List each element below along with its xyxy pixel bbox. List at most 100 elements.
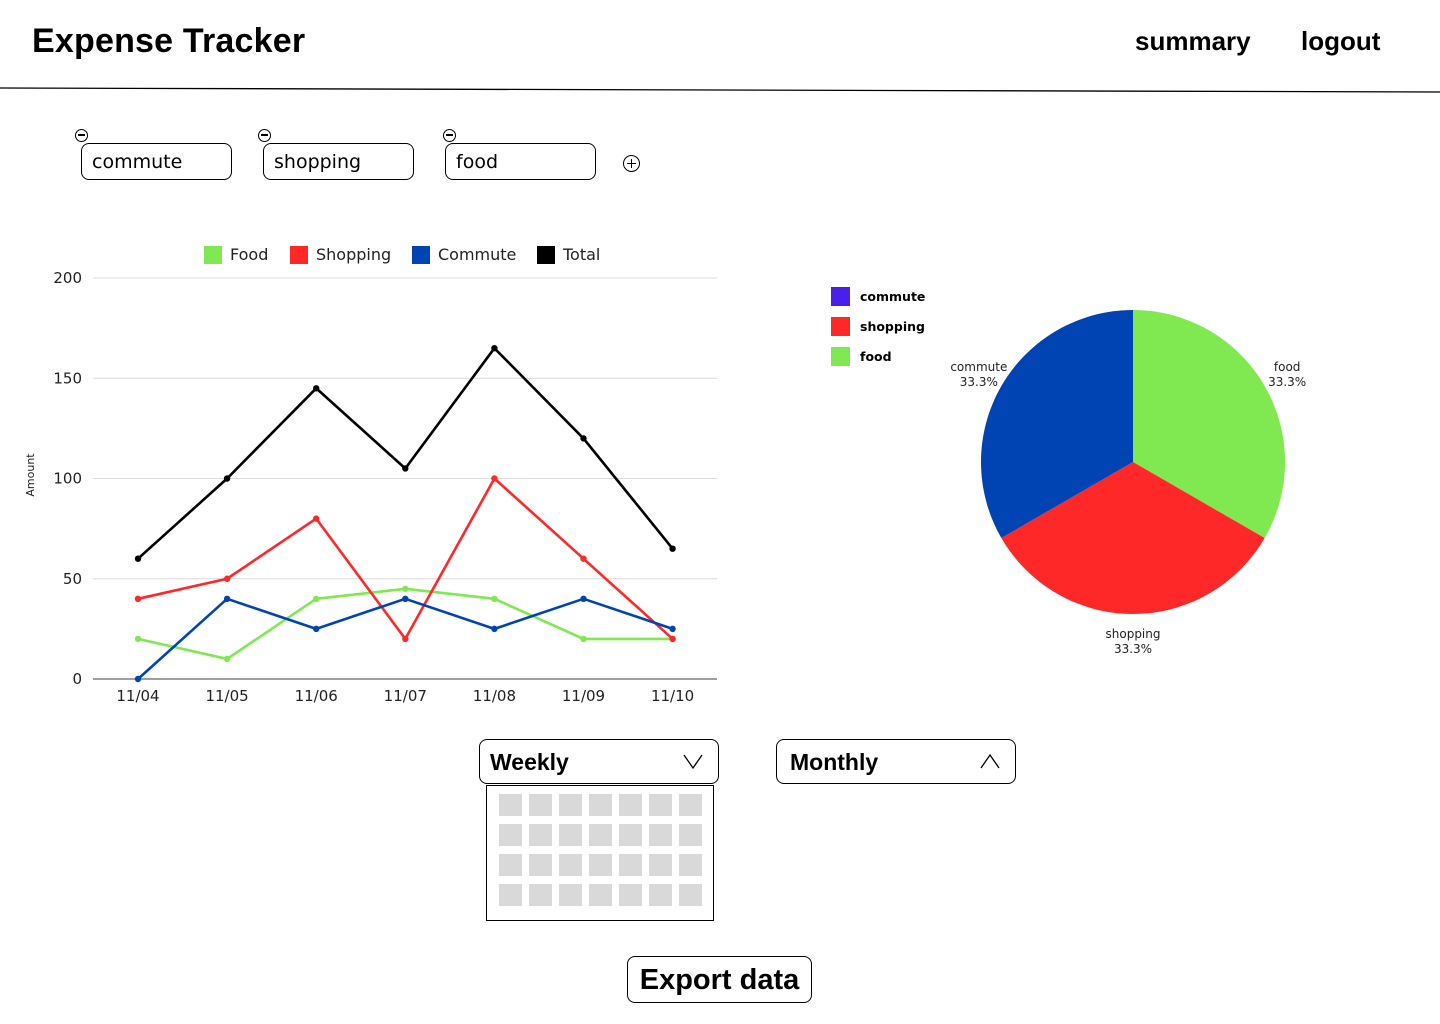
y-tick-label: 100	[53, 470, 82, 488]
pie-slice-label-commute: commute	[950, 360, 1007, 374]
header-divider	[0, 87, 1440, 93]
calendar-cell[interactable]	[679, 884, 702, 906]
calendar-cell[interactable]	[499, 884, 522, 906]
pie-slice-food	[1133, 310, 1285, 538]
data-point-shopping	[669, 635, 676, 643]
calendar-cell[interactable]	[589, 824, 612, 846]
calendar-cell[interactable]	[679, 794, 702, 816]
calendar-cell[interactable]	[619, 824, 642, 846]
calendar-cell[interactable]	[559, 884, 582, 906]
data-point-total	[669, 545, 676, 552]
calendar-cell[interactable]	[589, 854, 612, 876]
x-tick-label: 11/04	[116, 687, 159, 705]
data-point-total	[313, 385, 320, 392]
data-point-total	[580, 435, 587, 442]
calendar-cell[interactable]	[529, 794, 552, 816]
calendar-cell[interactable]	[499, 854, 522, 876]
calendar-cell[interactable]	[589, 794, 612, 816]
pie-slice-pct-food: 33.3%	[1268, 375, 1306, 389]
y-tick-label: 50	[63, 570, 82, 588]
pie-legend-label-food: food	[860, 349, 892, 364]
pie-legend-swatch-food	[831, 347, 850, 366]
x-tick-label: 11/07	[384, 687, 427, 705]
chevron-down-icon	[683, 754, 703, 770]
category-chip-shopping[interactable]: shopping	[263, 143, 414, 180]
data-point-commute	[223, 595, 231, 602]
calendar-cell[interactable]	[619, 854, 642, 876]
chevron-up-icon	[980, 753, 1000, 769]
calendar-cell[interactable]	[679, 824, 702, 846]
category-chip-commute[interactable]: commute	[81, 143, 232, 180]
data-point-food	[223, 655, 231, 663]
calendar-cell[interactable]	[649, 794, 672, 816]
remove-food-icon[interactable]	[443, 129, 456, 142]
calendar-cell[interactable]	[529, 854, 552, 876]
data-point-commute	[313, 625, 320, 633]
calendar-cell[interactable]	[649, 884, 672, 906]
calendar-cell[interactable]	[559, 824, 582, 846]
x-tick-label: 11/08	[473, 687, 516, 705]
data-point-commute	[669, 625, 676, 633]
pie-slice-label-shopping: shopping	[1106, 627, 1161, 641]
y-tick-label: 150	[53, 369, 82, 387]
series-line-total	[137, 346, 674, 560]
data-point-total	[134, 555, 142, 562]
calendar-cell[interactable]	[529, 884, 552, 906]
calendar-cell[interactable]	[559, 794, 582, 816]
export-data-button[interactable]: Export data	[627, 956, 812, 1003]
data-point-shopping	[402, 635, 409, 643]
pie-slice-label-food: food	[1274, 360, 1301, 374]
pie-legend-swatch-commute	[831, 287, 850, 306]
y-axis-label: Amount	[24, 453, 37, 497]
pie-legend-label-shopping: shopping	[860, 319, 925, 334]
legend-swatch-commute	[412, 246, 430, 264]
data-point-shopping	[223, 575, 231, 582]
data-point-shopping	[313, 515, 320, 522]
monthly-dropdown-label: Monthly	[790, 749, 879, 775]
calendar-cell[interactable]	[679, 854, 702, 876]
add-category-icon[interactable]	[623, 155, 640, 172]
data-point-food	[134, 635, 142, 643]
line-chart: 0 50 100 150 200 11/04 11/05 11/06 11/07 11/08 11…	[24, 245, 717, 705]
calendar-cell[interactable]	[559, 854, 582, 876]
data-point-shopping	[580, 555, 587, 562]
y-tick-label: 200	[53, 269, 82, 287]
legend-label-food: Food	[230, 245, 268, 264]
remove-commute-icon[interactable]	[75, 129, 88, 142]
pie-slice-commute	[981, 310, 1133, 538]
data-point-commute	[491, 625, 498, 633]
nav-summary-link[interactable]: summary	[1135, 26, 1251, 56]
legend-swatch-total	[537, 246, 555, 264]
calendar-cell[interactable]	[619, 794, 642, 816]
data-point-commute	[580, 595, 587, 602]
data-point-shopping	[491, 475, 498, 482]
category-chip-food[interactable]: food	[445, 143, 596, 180]
calendar-cell[interactable]	[589, 884, 612, 906]
data-point-total	[402, 465, 409, 472]
calendar-cell[interactable]	[619, 884, 642, 906]
weekly-dropdown-label: Weekly	[490, 749, 569, 775]
nav-logout-link[interactable]: logout	[1301, 26, 1381, 56]
data-point-food	[313, 595, 320, 602]
weekly-dropdown[interactable]: Weekly	[479, 739, 719, 784]
app-title: Expense Tracker	[32, 22, 306, 60]
legend-swatch-shopping	[290, 246, 308, 264]
legend-label-total: Total	[562, 245, 600, 264]
data-point-commute	[134, 675, 142, 683]
y-tick-label: 0	[72, 670, 82, 688]
x-tick-label: 11/09	[562, 687, 605, 705]
calendar-cell[interactable]	[499, 824, 522, 846]
calendar-cell[interactable]	[529, 824, 552, 846]
monthly-dropdown[interactable]: Monthly	[776, 739, 1016, 784]
data-point-commute	[402, 595, 409, 602]
pie-slice-shopping	[1001, 462, 1265, 614]
data-point-total	[491, 344, 498, 352]
weekly-calendar-picker	[486, 785, 714, 921]
calendar-cell[interactable]	[499, 794, 522, 816]
data-point-food	[402, 585, 409, 592]
calendar-cell[interactable]	[649, 824, 672, 846]
x-tick-label: 11/10	[651, 687, 694, 705]
calendar-cell[interactable]	[649, 854, 672, 876]
remove-shopping-icon[interactable]	[258, 129, 271, 142]
